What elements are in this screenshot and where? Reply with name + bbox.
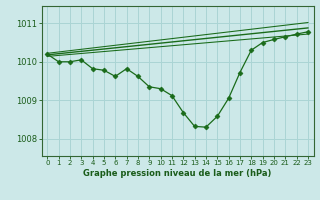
X-axis label: Graphe pression niveau de la mer (hPa): Graphe pression niveau de la mer (hPa) (84, 169, 272, 178)
